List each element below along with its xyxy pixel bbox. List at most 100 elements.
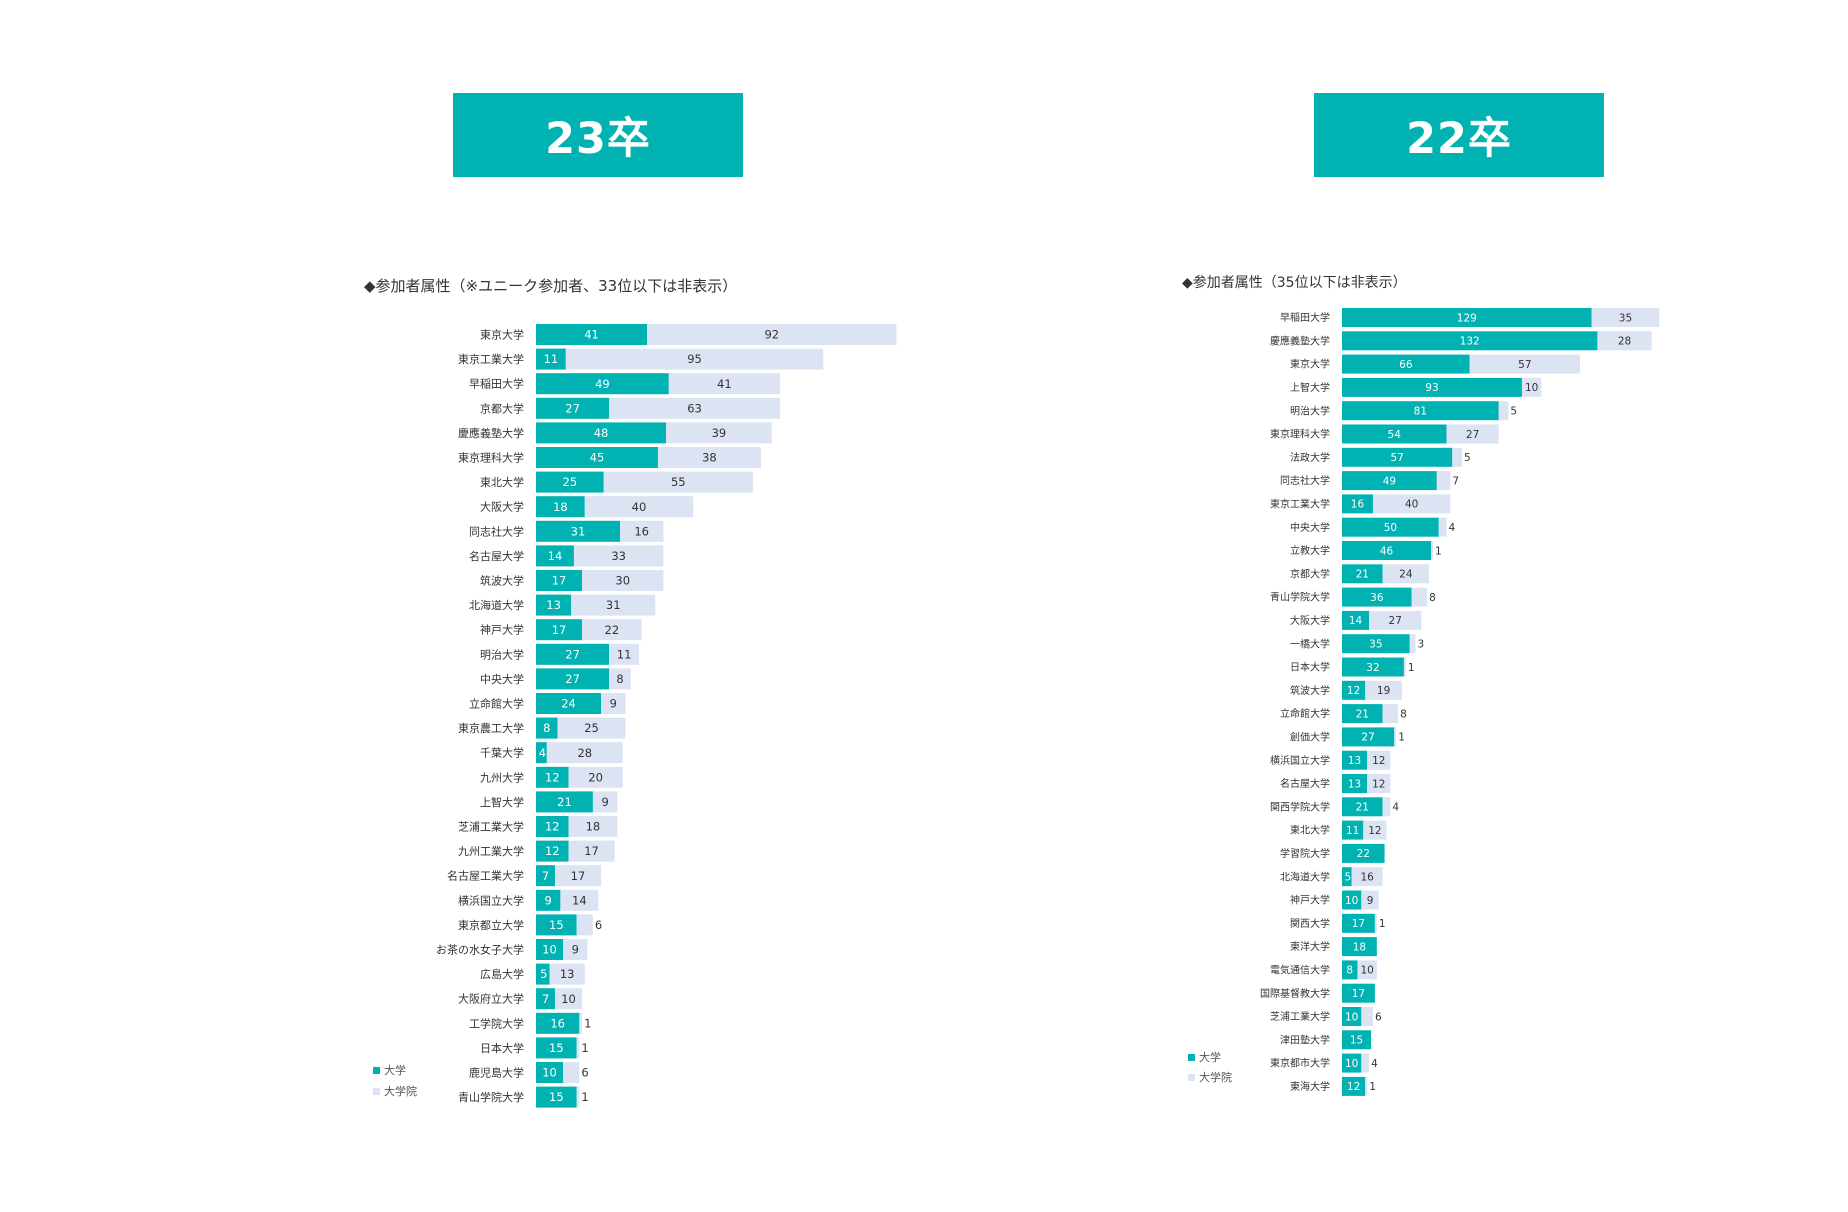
c22-bar-undergrad: [1342, 680, 1366, 700]
c22-bar-undergrad: [1342, 913, 1375, 933]
c22-bar-undergrad: [1342, 867, 1352, 887]
c23-bar-undergrad: [536, 914, 577, 936]
c22-bar-undergrad: [1342, 494, 1373, 514]
c22-category-label: 芝浦工業大学: [1270, 1010, 1330, 1023]
c22-value-undergrad: 66: [1399, 359, 1413, 371]
c22-category-label: 京都大学: [1290, 567, 1330, 580]
c22-value-grad: 12: [1372, 778, 1385, 790]
c23-value-grad: 40: [632, 500, 647, 514]
c22-category-label: 法政大学: [1290, 451, 1330, 464]
c23-value-grad: 17: [584, 844, 599, 858]
c23-category-label: 北海道大学: [469, 598, 524, 612]
c22-value-undergrad: 12: [1347, 1081, 1360, 1093]
c22-value-grad: 57: [1518, 359, 1531, 371]
c23-bar-grad: [647, 324, 897, 345]
c22-legend-swatch-undergrad: [1188, 1054, 1195, 1061]
c22-bar-undergrad: [1342, 820, 1364, 840]
c22-value-undergrad: 18: [1353, 941, 1366, 953]
c23-bar-grad: [549, 963, 585, 985]
c23-category-label: 大阪府立大学: [458, 992, 524, 1006]
c23-bar-grad: [563, 1062, 580, 1083]
c23-value-grad: 9: [610, 697, 617, 711]
c22-category-label: 学習院大学: [1280, 847, 1330, 860]
c23-bar-undergrad: [536, 766, 569, 788]
c23-bar-grad: [657, 447, 761, 468]
c22-category-label: 東京大学: [1290, 358, 1330, 371]
c23-legend-swatch-undergrad: [373, 1067, 380, 1074]
c22-value-undergrad: 16: [1351, 499, 1365, 511]
c23-value-grad: 14: [572, 893, 587, 907]
c23-bar-grad: [568, 766, 623, 788]
c23-bar-grad: [668, 373, 780, 395]
c23-value-grad: 22: [605, 623, 620, 637]
c23-value-grad: 92: [764, 328, 779, 342]
c23-value-undergrad: 10: [542, 943, 557, 957]
c23-bar-grad: [576, 914, 593, 936]
c22-value-undergrad: 129: [1457, 312, 1477, 324]
c22-bar-grad: [1357, 960, 1377, 980]
c22-bar-undergrad: [1342, 564, 1383, 584]
c22-bar-undergrad: [1342, 354, 1470, 374]
c22-bar-undergrad: [1342, 634, 1410, 654]
c22-category-label: 電気通信大学: [1270, 964, 1330, 977]
c22-category-label: 上智大学: [1290, 381, 1330, 394]
c23-category-label: 東京都立大学: [458, 918, 524, 932]
c22-category-label: 東海大学: [1290, 1080, 1330, 1093]
c23-value-grad: 13: [560, 967, 575, 981]
c23-bar-grad: [579, 1012, 583, 1034]
c22-value-undergrad: 21: [1356, 708, 1369, 720]
c22-value-undergrad: 11: [1346, 825, 1359, 837]
c23-bar-undergrad: [536, 693, 602, 714]
c23-subtitle: ◆参加者属性（※ユニーク参加者、33位以下は非表示）: [364, 277, 737, 295]
c23-bar-undergrad: [536, 447, 658, 468]
c23-category-label: 九州工業大学: [458, 844, 524, 858]
c23-value-undergrad: 48: [594, 426, 609, 440]
c23-bar-grad: [560, 889, 599, 911]
c22-bar-grad: [1367, 774, 1391, 793]
c22-bar-undergrad: [1342, 471, 1437, 491]
c22-value-undergrad: 10: [1345, 1058, 1358, 1070]
c23-value-undergrad: 8: [543, 721, 550, 735]
c22-value-undergrad: 12: [1347, 685, 1360, 697]
c23-bar-grad: [601, 693, 626, 714]
c22-bar-undergrad: [1342, 774, 1368, 793]
c23-value-grad: 41: [717, 377, 732, 391]
c22-value-grad: 28: [1618, 336, 1631, 348]
c23-value-undergrad: 14: [548, 549, 563, 563]
c23-bar-undergrad: [536, 939, 564, 960]
c23-bar-grad: [609, 397, 780, 419]
c23-bar-undergrad: [536, 520, 621, 542]
c23-value-undergrad: 15: [549, 1041, 564, 1055]
c22-category-label: 北海道大学: [1280, 870, 1330, 883]
c23-category-label: 日本大学: [480, 1041, 524, 1055]
c22-bar-undergrad: [1342, 424, 1447, 444]
c23-bar-undergrad: [536, 471, 604, 493]
c22-category-label: 神戸大学: [1290, 894, 1330, 907]
c23-bar-grad: [582, 570, 664, 591]
c23-value-grad: 9: [572, 943, 579, 957]
c22-value-grad: 10: [1525, 382, 1538, 394]
c22-bar-grad: [1361, 1007, 1373, 1026]
c23-bar-undergrad: [536, 717, 558, 739]
c22-value-grad: 5: [1510, 405, 1517, 417]
c23-value-undergrad: 27: [565, 647, 580, 661]
c22-value-grad: 5: [1464, 452, 1471, 464]
c23-value-undergrad: 25: [563, 475, 578, 489]
c22-bar-undergrad: [1342, 983, 1375, 1003]
c22-bar-grad: [1369, 610, 1422, 630]
c23-legend-label-undergrad: 大学: [384, 1063, 406, 1077]
c23-category-label: 上智大学: [480, 795, 524, 809]
c22-value-grad: 10: [1360, 965, 1373, 977]
c23-value-undergrad: 31: [571, 524, 586, 538]
c23-category-label: 鹿児島大学: [469, 1065, 524, 1079]
c23-bar-undergrad: [536, 373, 669, 395]
c23-bar-grad: [592, 791, 618, 813]
c22-value-grad: 4: [1448, 522, 1455, 534]
c22-value-grad: 3: [1418, 638, 1425, 650]
c23-category-label: 横浜国立大学: [458, 893, 524, 907]
c22-bar-grad: [1409, 634, 1416, 654]
c23-bar-undergrad: [536, 742, 547, 764]
c22-category-label: 関西大学: [1290, 917, 1330, 930]
c23-value-grad: 95: [687, 352, 702, 366]
c22-value-grad: 9: [1367, 895, 1374, 907]
